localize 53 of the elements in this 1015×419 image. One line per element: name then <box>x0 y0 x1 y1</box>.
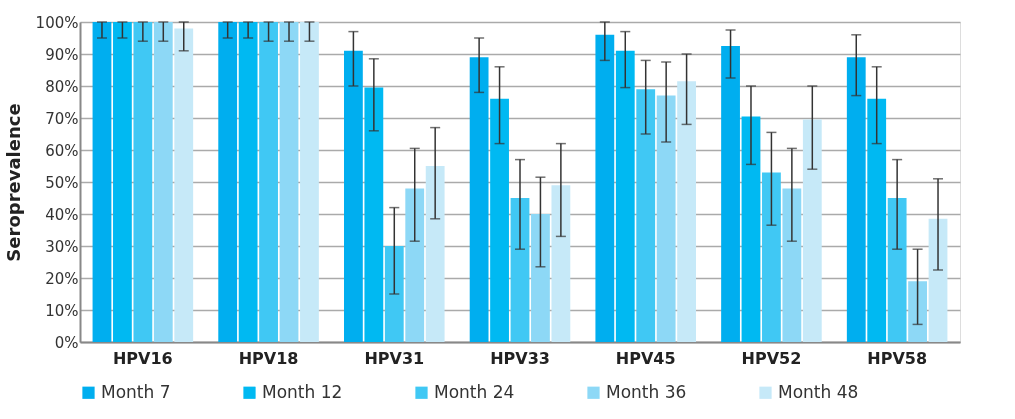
bar <box>133 22 153 342</box>
y-axis-title: Seroprevalence <box>2 103 24 262</box>
bar <box>279 22 299 342</box>
legend-label: Month 12 <box>262 381 343 402</box>
bar <box>802 119 822 342</box>
bar <box>113 22 132 342</box>
bar <box>384 246 404 342</box>
bar <box>636 89 656 342</box>
bar <box>741 116 761 342</box>
bar <box>551 185 571 342</box>
bar <box>908 281 927 342</box>
bar <box>782 188 802 342</box>
bar <box>531 214 550 342</box>
x-tick-label: HPV58 <box>867 348 928 368</box>
x-tick-label: HPV18 <box>238 348 299 368</box>
y-tick-label: 90% <box>45 45 79 64</box>
bar <box>153 22 173 342</box>
y-tick-label: 80% <box>45 77 79 96</box>
bar <box>218 22 238 342</box>
y-tick-label: 70% <box>45 109 79 128</box>
legend-label: Month 24 <box>434 381 515 402</box>
y-tick-label: 10% <box>45 301 79 320</box>
y-tick-label: 40% <box>45 205 79 224</box>
x-tick-label: HPV52 <box>741 348 802 368</box>
legend-label: Month 48 <box>778 381 859 402</box>
bar <box>677 81 696 342</box>
legend-label: Month 36 <box>606 381 687 402</box>
bar <box>174 28 194 342</box>
bar <box>887 198 907 342</box>
bar <box>405 188 425 342</box>
bar <box>656 95 676 342</box>
y-tick-label: 60% <box>45 141 79 160</box>
x-tick-label: HPV31 <box>364 348 425 368</box>
bar <box>595 34 615 342</box>
x-tick-label: HPV16 <box>112 348 173 368</box>
y-tick-label: 0% <box>54 333 79 352</box>
bar <box>762 172 781 342</box>
bar <box>238 22 258 342</box>
bar <box>721 46 740 342</box>
bar <box>425 166 445 342</box>
bar <box>615 50 635 342</box>
x-tick-label: HPV45 <box>615 348 676 368</box>
y-tick-label: 50% <box>45 173 79 192</box>
bar <box>300 22 319 342</box>
y-tick-label: 100% <box>35 13 79 32</box>
bar <box>92 22 112 342</box>
bar <box>259 22 278 342</box>
bar <box>928 218 948 342</box>
y-tick-label: 20% <box>45 269 79 288</box>
legend-label: Month 7 <box>101 381 171 402</box>
y-tick-label: 30% <box>45 237 79 256</box>
bar <box>510 198 530 342</box>
x-tick-label: HPV33 <box>490 348 550 368</box>
